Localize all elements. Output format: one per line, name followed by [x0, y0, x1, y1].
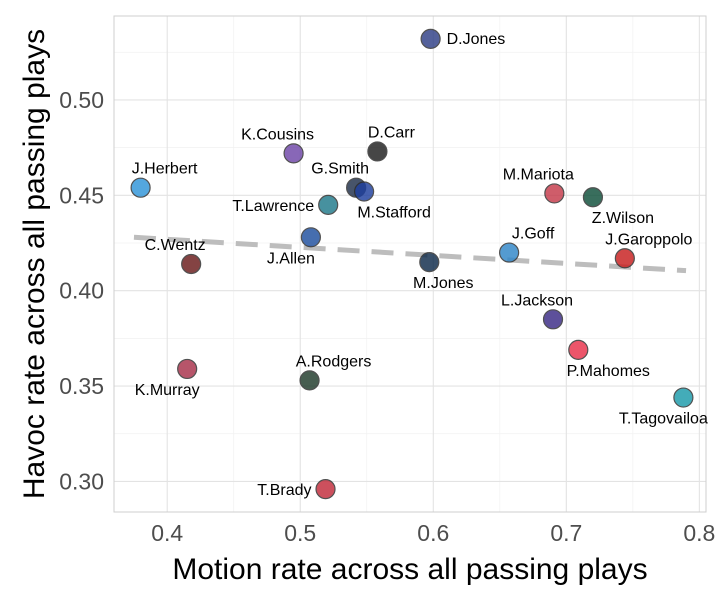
data-point [419, 251, 440, 273]
point-label: G.Smith [311, 161, 369, 178]
point-label: J.Allen [267, 250, 315, 267]
point-label: A.Rodgers [296, 353, 372, 370]
data-point [420, 28, 441, 49]
data-point [542, 309, 564, 330]
data-point [130, 177, 151, 198]
y-tick-label: 0.30 [59, 468, 104, 494]
data-point [299, 370, 320, 391]
y-tick-label: 0.35 [59, 373, 104, 399]
data-point [568, 339, 589, 360]
trend-line [133, 234, 687, 274]
point-label: Z.Wilson [592, 210, 654, 227]
point-label: K.Murray [135, 382, 200, 399]
point-label: J.Herbert [132, 161, 198, 178]
data-point [300, 227, 321, 248]
y-tick-label: 0.40 [59, 278, 104, 304]
x-tick-label: 0.4 [151, 520, 183, 546]
data-point [283, 143, 304, 164]
point-label: M.Stafford [357, 205, 431, 222]
data-point [614, 248, 635, 269]
point-label: M.Mariota [503, 166, 574, 183]
data-point [673, 387, 694, 408]
point-label: P.Mahomes [567, 363, 650, 380]
point-label: D.Carr [368, 124, 416, 141]
point-label: J.Goff [512, 226, 555, 243]
x-tick-label: 0.5 [284, 520, 316, 546]
plot-panel-border [113, 15, 707, 513]
data-point [544, 183, 565, 204]
point-label: T.Tagovailoa [619, 411, 708, 428]
grid [114, 16, 706, 512]
x-axis-title: Motion rate across all passing plays [172, 553, 647, 586]
y-tick-label: 0.50 [59, 87, 104, 113]
y-tick-label: 0.45 [59, 182, 104, 208]
data-point [318, 194, 339, 215]
point-label: K.Cousins [241, 126, 314, 143]
point-label: L.Jackson [501, 292, 573, 309]
point-label: C.Wentz [145, 237, 206, 254]
point-label: J.Garoppolo [605, 231, 692, 248]
data-point [177, 358, 198, 380]
point-label: T.Lawrence [232, 198, 314, 215]
data-point [582, 187, 604, 208]
tick-labels-group: 0.4 0.5 0.6 0.7 0.8 0.30 0.35 0.40 0.45 0.50 [59, 87, 715, 546]
point-label: D.Jones [447, 31, 506, 48]
data-point [499, 242, 520, 263]
x-tick-label: 0.6 [417, 520, 449, 546]
x-tick-label: 0.7 [550, 520, 582, 546]
y-axis-title: Havoc rate across all passing plays [18, 29, 51, 499]
data-point [315, 479, 336, 500]
data-point [181, 253, 202, 275]
x-tick-label: 0.8 [683, 520, 715, 546]
point-label: M.Jones [413, 275, 473, 292]
trend-line-group [133, 234, 687, 274]
data-point [354, 181, 375, 202]
point-labels-group: D.Jones K.Cousins D.Carr J.Herbert G.Smith M.… [132, 31, 708, 499]
points-group [130, 28, 694, 500]
point-label: T.Brady [257, 482, 311, 499]
data-point [367, 141, 388, 162]
